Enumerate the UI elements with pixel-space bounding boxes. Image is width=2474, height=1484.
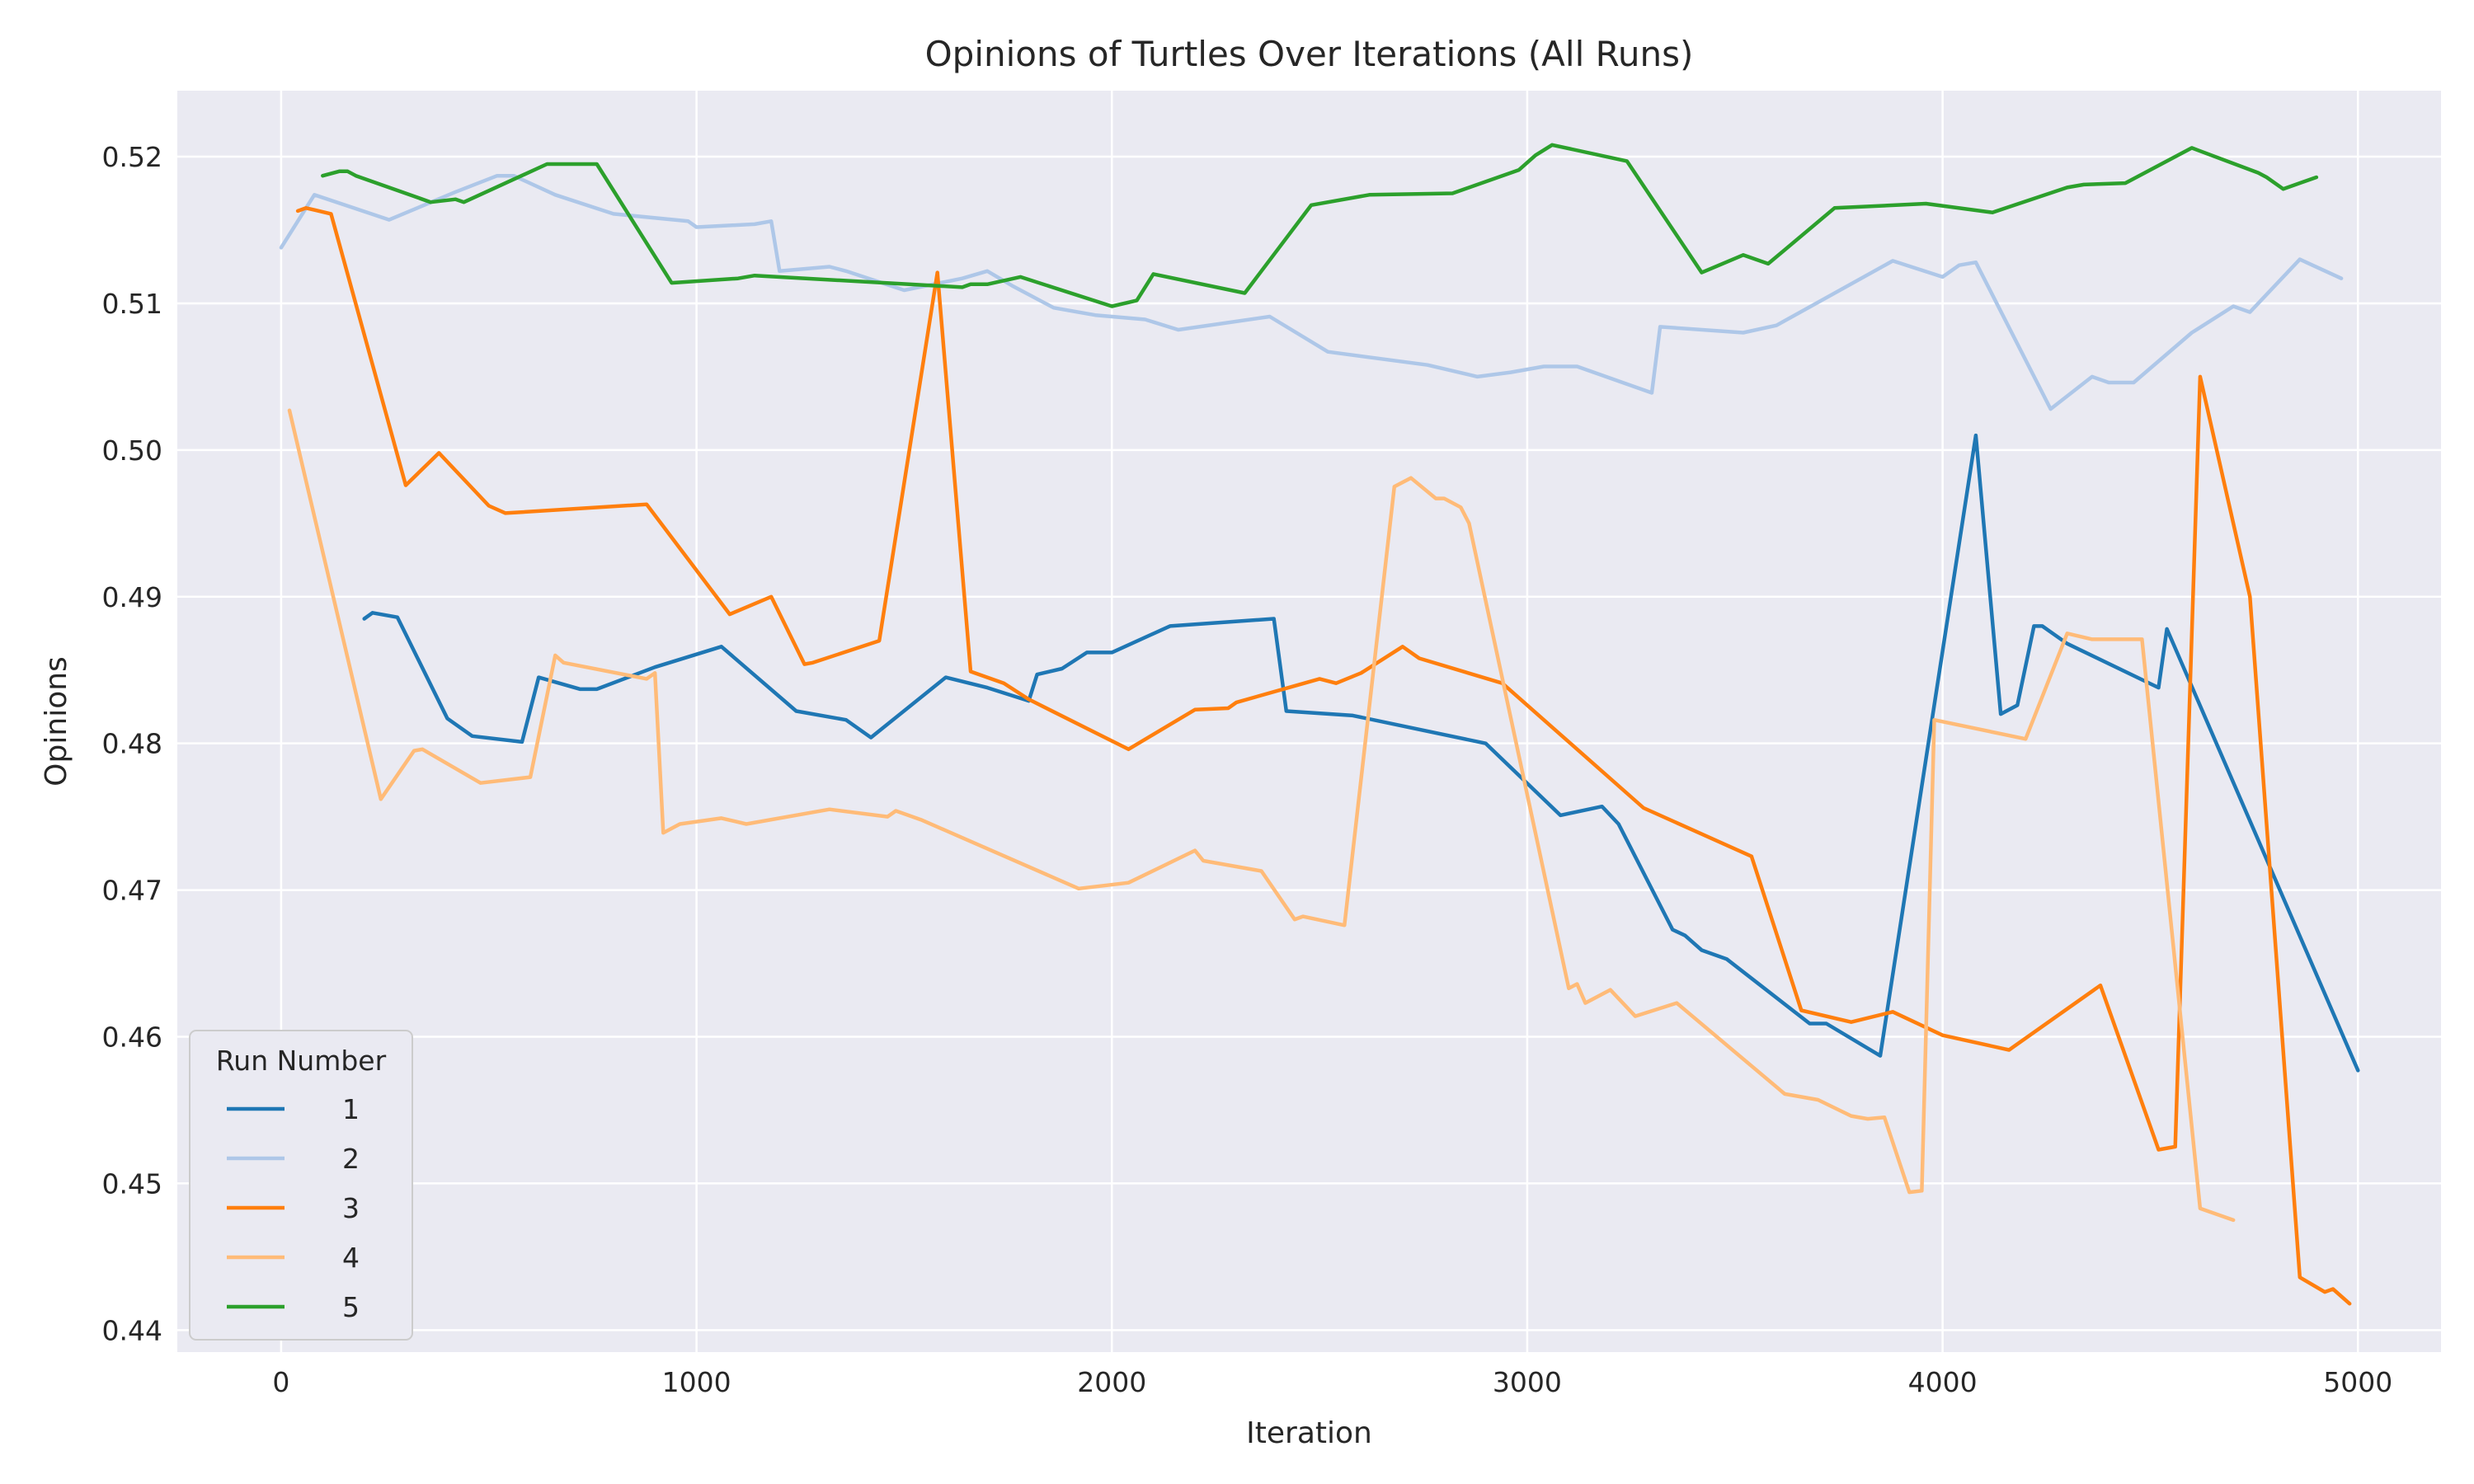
series-line-run-2 (279, 173, 2344, 411)
x-tick-label: 3000 (1493, 1366, 1562, 1398)
y-tick-label: 0.51 (102, 288, 162, 320)
x-tick-label: 4000 (1908, 1366, 1978, 1398)
series-line-run-3 (295, 206, 2352, 1306)
y-tick-label: 0.48 (102, 728, 162, 760)
chart-title: Opinions of Turtles Over Iterations (All… (925, 34, 1694, 74)
legend-items: 1 2 3 4 5 (227, 1093, 360, 1323)
x-tick-label: 2000 (1077, 1366, 1146, 1398)
x-axis-label: Iteration (1246, 1416, 1372, 1450)
legend-label-run-3: 3 (342, 1192, 360, 1224)
y-tick-label: 0.49 (102, 581, 162, 613)
y-tick-label: 0.46 (102, 1021, 162, 1054)
gridlines (177, 91, 2441, 1352)
legend-label-run-2: 2 (342, 1143, 360, 1175)
tick-labels: 0 1000 2000 3000 4000 5000 0.44 0.45 0.46 0.47 0.4… (102, 141, 2393, 1398)
x-tick-label: 0 (272, 1366, 289, 1398)
legend: Run Number 1 2 3 4 5 (189, 1030, 413, 1341)
y-tick-label: 0.44 (102, 1314, 162, 1346)
y-tick-label: 0.50 (102, 434, 162, 467)
legend-box (189, 1030, 413, 1341)
legend-label-run-4: 4 (342, 1242, 360, 1274)
series-line-run-1 (362, 433, 2360, 1073)
y-tick-label: 0.45 (102, 1167, 162, 1200)
legend-label-run-5: 5 (342, 1291, 360, 1323)
x-tick-label: 1000 (662, 1366, 731, 1398)
plot-area (177, 91, 2441, 1352)
x-tick-label: 5000 (2323, 1366, 2392, 1398)
y-axis-label: Opinions (40, 656, 73, 787)
series-lines (279, 143, 2360, 1306)
series-line-run-5 (321, 143, 2319, 308)
legend-label-run-1: 1 (342, 1093, 360, 1125)
legend-title: Run Number (216, 1045, 387, 1077)
y-tick-label: 0.47 (102, 875, 162, 907)
y-tick-label: 0.52 (102, 141, 162, 173)
series-line-run-4 (287, 408, 2236, 1223)
